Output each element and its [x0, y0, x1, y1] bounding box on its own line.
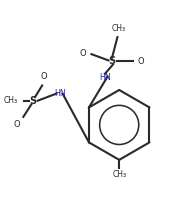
Text: S: S [108, 56, 116, 66]
Text: HN: HN [54, 89, 66, 98]
Text: O: O [137, 57, 144, 66]
Text: CH₃: CH₃ [4, 96, 18, 105]
Text: S: S [30, 96, 37, 106]
Text: CH₃: CH₃ [113, 170, 127, 179]
Text: HN: HN [99, 73, 111, 82]
Text: O: O [13, 120, 20, 129]
Text: CH₃: CH₃ [111, 24, 125, 33]
Text: O: O [41, 72, 47, 81]
Text: O: O [79, 49, 86, 58]
